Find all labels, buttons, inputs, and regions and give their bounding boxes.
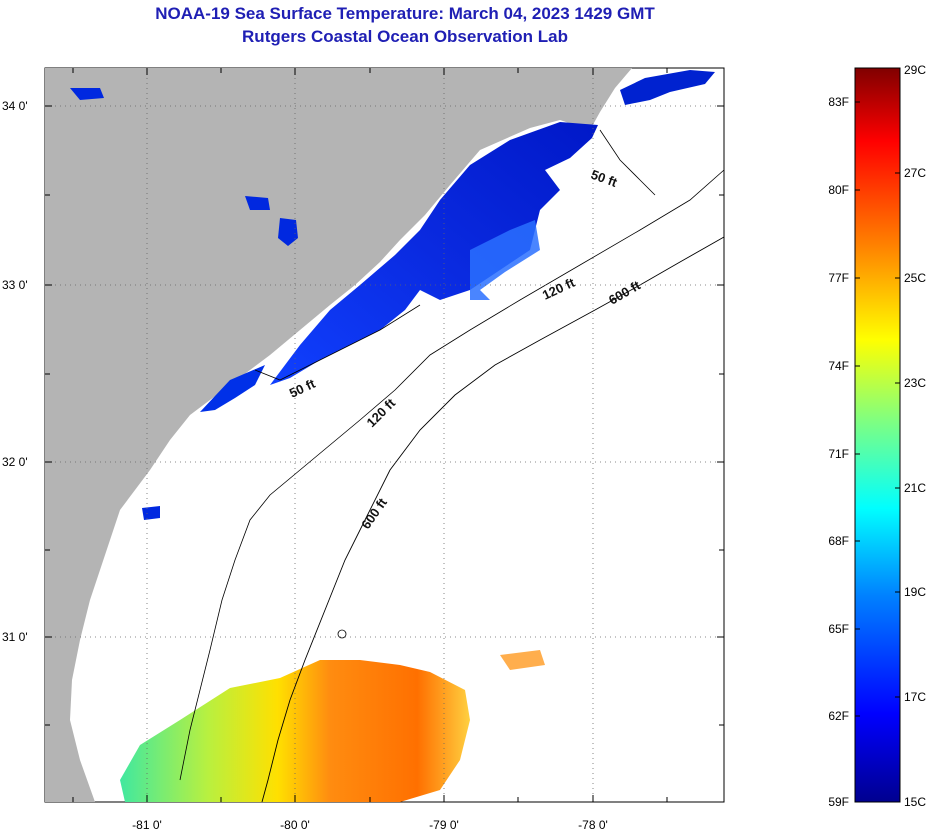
inland-lake	[142, 506, 160, 520]
land-mass	[45, 68, 632, 802]
colorbar-c-label: 27C	[904, 166, 926, 180]
colorbar-f-label: 62F	[828, 709, 849, 723]
inland-lake	[70, 88, 104, 100]
colorbar-f-label: 68F	[828, 534, 849, 548]
cold-water-south	[200, 365, 265, 412]
colorbar	[854, 67, 901, 803]
colorbar-c-label: 29C	[904, 63, 926, 77]
colorbar-f-label: 77F	[828, 271, 849, 285]
colorbar-c-label: 17C	[904, 690, 926, 704]
map-subtitle: Rutgers Coastal Ocean Observation Lab	[242, 27, 568, 46]
lon-label: -78 0'	[578, 818, 608, 832]
isobath-50ft	[254, 129, 656, 381]
map-title: NOAA-19 Sea Surface Temperature: March 0…	[155, 4, 655, 23]
isobath-120ft	[179, 169, 724, 781]
warm-water-region	[120, 660, 470, 802]
colorbar-c-label: 25C	[904, 271, 926, 285]
lat-label: 31 0'	[2, 630, 28, 644]
lat-label: 34 0'	[2, 99, 28, 113]
colorbar-f-label: 71F	[828, 447, 849, 461]
colorbar-f-label: 65F	[828, 622, 849, 636]
cold-water-north	[620, 70, 715, 105]
cold-water-region	[270, 122, 598, 385]
colorbar-c-label: 21C	[904, 481, 926, 495]
colorbar-c-label: 19C	[904, 585, 926, 599]
colorbar-ticks	[855, 101, 900, 717]
cold-water-region-offshore	[470, 220, 540, 300]
colorbar-c-label: 15C	[904, 795, 926, 809]
warm-water-patch	[500, 650, 545, 670]
lat-label: 32 0'	[2, 455, 28, 469]
lon-label: -79 0'	[429, 818, 459, 832]
colorbar-f-label: 59F	[828, 795, 849, 809]
lat-label: 33 0'	[2, 278, 28, 292]
lon-label: -81 0'	[132, 818, 162, 832]
colorbar-f-label: 74F	[828, 359, 849, 373]
colorbar-f-label: 80F	[828, 183, 849, 197]
graticule	[45, 68, 724, 802]
isobath-600ft	[261, 236, 724, 802]
colorbar-c-label: 23C	[904, 376, 926, 390]
axis-ticks	[45, 68, 724, 802]
colorbar-f-label: 83F	[828, 95, 849, 109]
inland-lake	[245, 196, 270, 210]
seamount-contour	[337, 629, 347, 639]
lon-label: -80 0'	[280, 818, 310, 832]
inland-lake	[278, 218, 298, 246]
